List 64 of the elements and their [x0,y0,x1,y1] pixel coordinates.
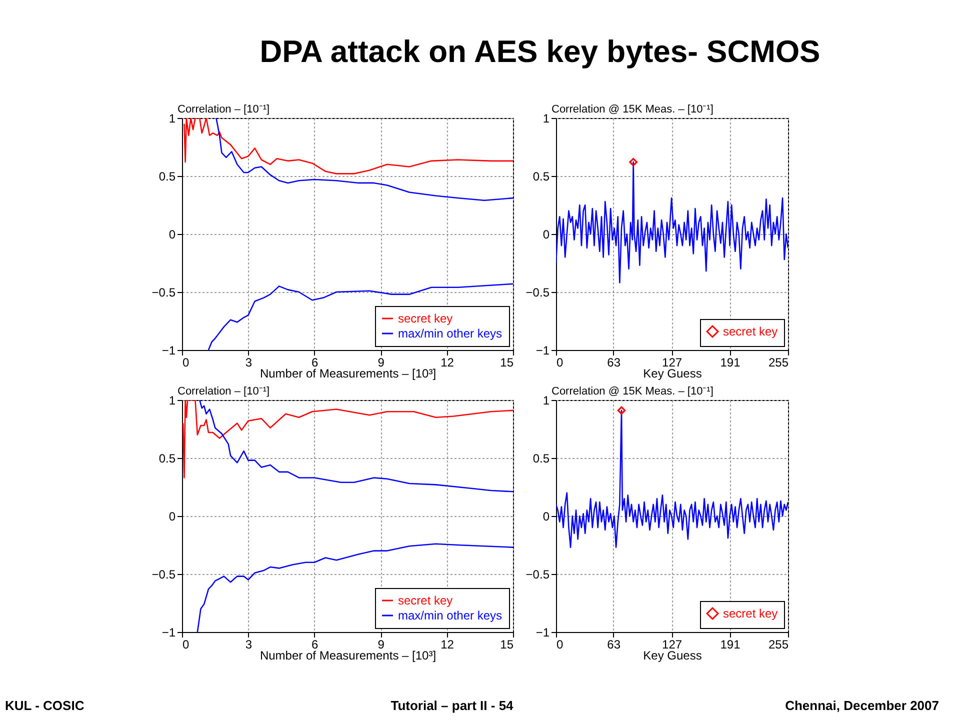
x-tick-label: 127 [662,638,682,652]
x-tick-label: 12 [440,356,454,370]
line-series [199,400,513,492]
x-tick-label: 63 [607,638,621,652]
x-tick-label: 0 [182,638,190,652]
y-tick-label: 1 [542,394,550,408]
y-tick-label: 0.5 [532,170,550,184]
legend-label: max/min other keys [398,608,502,622]
y-tick-label: 0.5 [158,170,176,184]
line-series [196,543,513,632]
legend-label: secret key [398,594,453,608]
x-tick-label: 127 [662,356,682,370]
x-tick-label: 255 [768,356,789,370]
text: Chennai, December 2007 [785,698,939,713]
chart-title: DPA attack on AES key bytes- SCMOS [260,34,820,69]
x-tick-label: 63 [607,356,621,370]
y-tick-label: −0.5 [526,568,550,582]
legend-label: secret key [723,324,778,338]
x-tick-label: 12 [440,638,454,652]
y-tick-label: −0.5 [526,286,550,300]
y-tick-label: −1 [162,344,176,358]
y-axis-title: Correlation @ 15K Meas. – [10⁻¹] [552,386,714,398]
y-axis-title: Correlation @ 15K Meas. – [10⁻¹] [552,104,714,116]
x-axis-title: Number of Measurements – [10³] [260,648,436,662]
y-tick-label: 1 [168,394,176,408]
y-tick-label: 0 [168,510,176,524]
x-axis-title: Number of Measurements – [10³] [260,366,436,380]
line-series [208,283,513,350]
x-axis-title: Key Guess [643,366,702,380]
y-axis-title: Correlation – [10⁻¹] [178,386,270,398]
x-axis-title: Key Guess [643,648,702,662]
x-tick-label: 9 [378,356,385,370]
y-tick-label: 1 [168,112,176,126]
x-tick-label: 0 [556,638,564,652]
x-tick-label: 15 [500,356,514,370]
x-tick-label: 3 [245,356,252,370]
x-tick-label: 3 [245,638,252,652]
x-tick-label: 191 [720,638,741,652]
x-tick-label: 6 [312,356,319,370]
x-tick-label: 15 [500,638,514,652]
y-tick-label: −1 [162,626,176,640]
x-tick-label: 255 [768,638,789,652]
y-tick-label: 0.5 [532,452,550,466]
y-tick-label: −0.5 [152,286,176,300]
y-tick-label: 0 [542,228,550,242]
y-tick-label: 0 [168,228,176,242]
x-tick-label: 6 [312,638,319,652]
y-tick-label: −1 [536,626,550,640]
y-tick-label: 0.5 [158,452,176,466]
line-series [216,118,513,202]
legend-label: max/min other keys [398,326,502,340]
y-tick-label: −0.5 [152,568,176,582]
x-tick-label: 191 [720,356,741,370]
legend-label: secret key [398,312,453,326]
x-tick-label: 9 [378,638,385,652]
x-tick-label: 0 [182,356,190,370]
y-axis-title: Correlation – [10⁻¹] [178,104,270,116]
legend-label: secret key [723,606,778,620]
y-tick-label: −1 [536,344,550,358]
text: KUL - COSIC [5,698,85,713]
y-tick-label: 1 [542,112,550,126]
y-tick-label: 0 [542,510,550,524]
text: Tutorial – part II - 54 [390,698,514,713]
x-tick-label: 0 [556,356,564,370]
